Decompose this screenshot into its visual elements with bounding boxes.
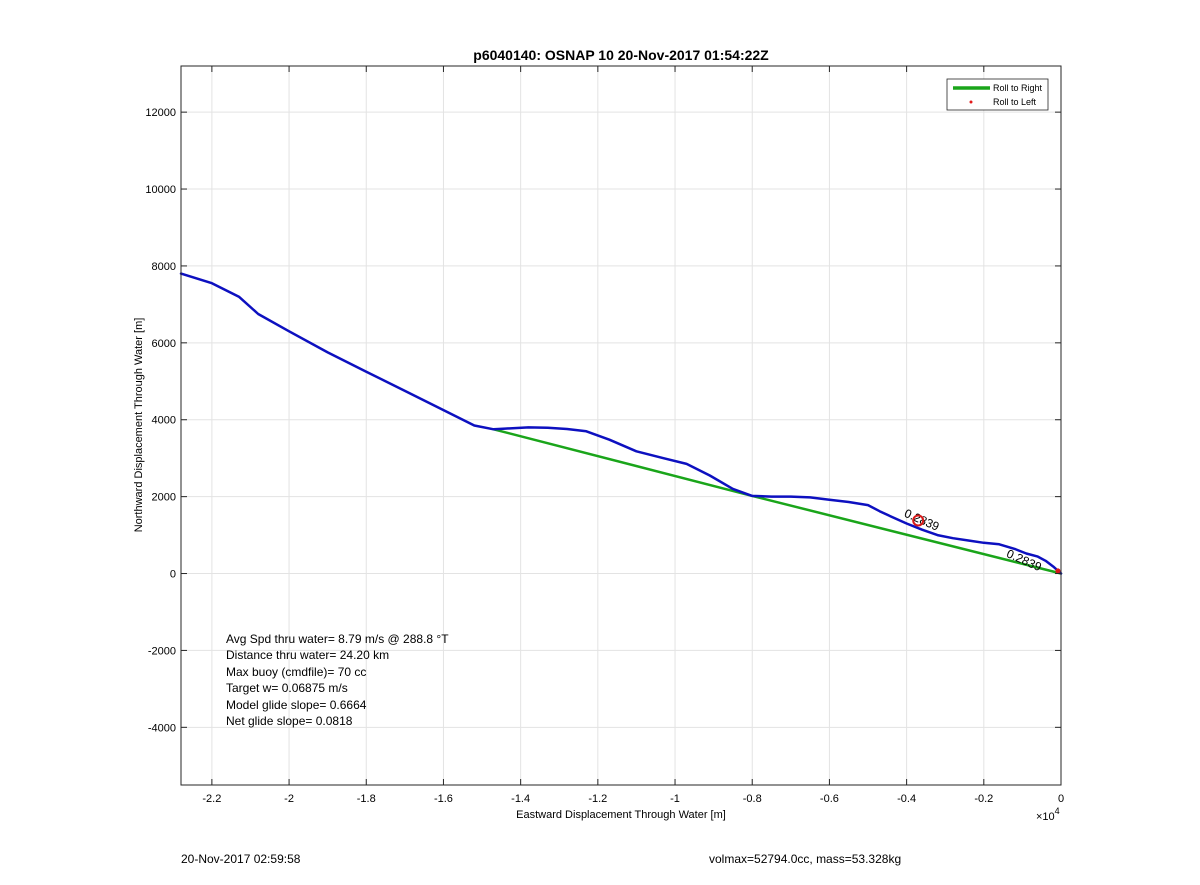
y-tick-label: 12000: [145, 107, 176, 119]
stat-model-glide-slope: Model glide slope= 0.6664: [226, 697, 367, 712]
x-tick-label: -2: [284, 793, 294, 805]
y-tick-label: 8000: [152, 261, 176, 273]
y-axis-label: Northward Displacement Through Water [m]: [133, 318, 145, 533]
y-tick-label: 6000: [152, 338, 176, 350]
x-tick-label: -1.2: [588, 793, 607, 805]
x-tick-label: -1: [670, 793, 680, 805]
x-axis-label: Eastward Displacement Through Water [m]: [516, 809, 726, 821]
y-ticks: -4000 -2000 0 2000 4000 6000 8000 10000 12000: [145, 107, 1061, 734]
y-tick-label: -4000: [148, 722, 176, 734]
series-layer: [179, 272, 1063, 575]
legend-box: [946, 78, 1049, 111]
x-tick-label: -0.2: [974, 793, 993, 805]
legend: Roll to Right Roll to Left: [946, 78, 1049, 111]
x-tick-label: -0.4: [897, 793, 916, 805]
x-tick-label: -1.4: [511, 793, 530, 805]
glider-track-line: [179, 272, 1063, 575]
stats-block: Avg Spd thru water= 8.79 m/s @ 288.8 °T …: [226, 631, 449, 729]
x-ticks: -2.2 -2 -1.8 -1.6 -1.4 -1.2 -1 -0.8 -0.6 -0.4 -0.2…: [202, 66, 1064, 805]
stat-net-glide-slope: Net glide slope= 0.0818: [226, 714, 353, 729]
roll-to-left-dot: [1055, 568, 1061, 574]
axes-box: [180, 65, 1062, 786]
track-annotation: 0.2839: [1004, 546, 1044, 574]
stat-target-w: Target w= 0.06875 m/s: [226, 681, 348, 696]
legend-label-roll-left: Roll to Left: [993, 97, 1037, 107]
y-tick-label: 10000: [145, 184, 176, 196]
waypoint-circle-marker: [912, 514, 925, 527]
stat-max-buoy: Max buoy (cmdfile)= 70 cc: [226, 664, 367, 679]
x-tick-label: -1.6: [434, 793, 453, 805]
x-tick-label: 0: [1058, 793, 1064, 805]
roll-to-right-line: [492, 428, 1063, 575]
stat-avg-speed: Avg Spd thru water= 8.79 m/s @ 288.8 °T: [226, 632, 449, 646]
x-axis-multiplier: ×104: [1036, 806, 1060, 823]
stat-distance: Distance thru water= 24.20 km: [226, 648, 390, 663]
chart-title: p6040140: OSNAP 10 20-Nov-2017 01:54:22Z: [473, 47, 769, 63]
x-tick-label: -2.2: [202, 793, 221, 805]
y-tick-label: 0: [170, 569, 176, 581]
x-tick-label: -0.8: [743, 793, 762, 805]
x-tick-label: -0.6: [820, 793, 839, 805]
y-tick-label: 4000: [152, 415, 176, 427]
y-tick-label: -2000: [148, 645, 176, 657]
y-tick-label: 2000: [152, 492, 176, 504]
legend-dot-roll-left: [969, 100, 973, 104]
x-tick-label: -1.8: [357, 793, 376, 805]
footer-timestamp: 20-Nov-2017 02:59:58: [181, 852, 301, 866]
legend-label-roll-right: Roll to Right: [993, 83, 1043, 93]
footer-vol-mass: volmax=52794.0cc, mass=53.328kg: [709, 852, 902, 866]
